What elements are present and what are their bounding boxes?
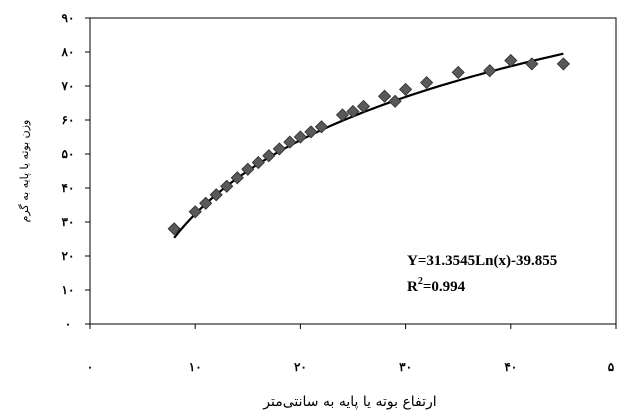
data-point <box>209 188 223 202</box>
y-tick-label: ۹۰ <box>62 11 75 25</box>
x-tick-label: ۲۰ <box>294 360 307 374</box>
data-point <box>262 149 276 163</box>
data-point <box>525 57 539 71</box>
x-tick-label: ۱۰ <box>189 360 202 374</box>
x-tick-label: ۵ <box>608 360 615 374</box>
y-tick-label: ۰ <box>65 317 71 331</box>
y-tick-label: ۳۰ <box>62 215 75 229</box>
y-tick-label: ۲۰ <box>62 249 75 263</box>
data-point <box>399 82 413 96</box>
data-point <box>420 76 434 90</box>
data-point <box>556 57 570 71</box>
data-point <box>346 104 360 119</box>
data-point <box>335 108 350 122</box>
data-point <box>188 205 202 219</box>
data-point <box>167 222 181 236</box>
data-point <box>304 125 318 139</box>
data-point <box>356 99 371 113</box>
plot-frame <box>89 17 617 325</box>
equation-text: Y=31.3545Ln(x)-39.855 <box>407 253 557 269</box>
trendline-layer <box>173 52 564 239</box>
data-point <box>251 155 265 170</box>
y-tick-label: ۵۰ <box>62 147 75 161</box>
x-axis-ticks: ۰ ۱۰ ۲۰ ۳۰ ۴۰ ۵ <box>87 324 617 374</box>
trendline <box>173 52 564 239</box>
data-point <box>483 64 497 78</box>
data-point <box>293 130 307 144</box>
y-tick-label: ۶۰ <box>62 113 75 127</box>
data-point <box>230 171 244 185</box>
data-point <box>283 135 297 149</box>
data-point <box>451 65 465 79</box>
data-point <box>504 53 518 68</box>
data-point <box>220 179 234 193</box>
x-axis-title: ارتفاع بوته یا پایه به سانتی‌متر <box>262 394 436 410</box>
y-axis-title: وزن بوته یا پایه به گرم <box>18 120 31 223</box>
y-tick-label: ۴۰ <box>62 181 75 195</box>
equation-annotation: Y=31.3545Ln(x)-39.855 R2=0.994 <box>407 253 557 295</box>
data-point <box>314 120 329 134</box>
x-tick-label: ۳۰ <box>399 360 412 374</box>
y-tick-label: ۷۰ <box>61 79 75 93</box>
x-tick-label: ۴۰ <box>504 360 517 374</box>
r-squared-text: R2=0.994 <box>407 276 466 295</box>
data-point <box>388 94 402 108</box>
data-point <box>199 196 213 210</box>
x-tick-label: ۰ <box>87 360 93 374</box>
y-tick-label: ۱۰ <box>62 283 75 297</box>
data-point <box>241 162 255 176</box>
y-axis-ticks: ۰ ۱۰ ۲۰ ۳۰ ۴۰ ۵۰ ۶۰ ۷۰ ۸۰ ۹۰ <box>61 11 90 331</box>
data-point <box>272 142 286 156</box>
data-point <box>377 89 392 103</box>
data-points <box>167 53 570 236</box>
y-tick-label: ۸۰ <box>61 45 75 59</box>
